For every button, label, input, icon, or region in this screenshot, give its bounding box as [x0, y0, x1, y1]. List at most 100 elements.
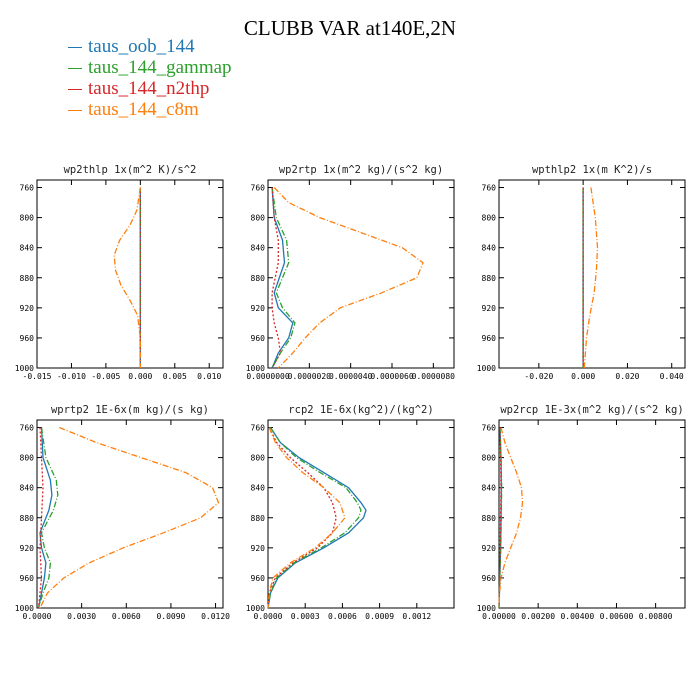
figure-title: CLUBB VAR at140E,2N	[243, 16, 457, 40]
chart-title: wpthlp2 1x(m K^2)/s	[532, 164, 652, 176]
x-tick-label: 0.0003	[291, 612, 320, 621]
y-tick-label: 920	[20, 544, 35, 553]
x-tick-label: 0.00000	[482, 612, 516, 621]
x-tick-label: 0.0120	[201, 612, 230, 621]
y-tick-label: 800	[20, 454, 35, 463]
series-line-taus_144_gammap	[267, 427, 362, 609]
series-line-taus_144_gammap	[271, 187, 296, 369]
y-tick-label: 800	[251, 454, 266, 463]
x-tick-label: 0.000	[128, 372, 152, 381]
chart-title: wp2thlp 1x(m^2 K)/s^2	[64, 164, 197, 176]
y-tick-label: 760	[20, 424, 35, 433]
chart-panel-1: wp2thlp 1x(m^2 K)/s^2 760 800 840 880 920 960 1…	[15, 164, 224, 381]
y-tick-label: 840	[20, 244, 35, 253]
y-tick-label: 960	[251, 334, 266, 343]
y-tick-label: 880	[251, 514, 266, 523]
x-tick-label: 0.0000040	[329, 372, 373, 381]
plot-frame	[498, 179, 686, 369]
series-line-taus_144_n2thp	[271, 187, 282, 369]
x-tick-label: -0.020	[524, 372, 553, 381]
x-tick-label: 0.0000	[23, 612, 52, 621]
x-tick-label: -0.010	[57, 372, 86, 381]
x-tick-label: 0.0060	[112, 612, 141, 621]
x-tick-label: 0.0030	[67, 612, 96, 621]
y-tick-label: 880	[251, 274, 266, 283]
series-line-taus_oob_144	[267, 427, 367, 609]
series-line-taus_144_n2thp	[267, 427, 337, 609]
y-tick-label: 1000	[246, 604, 265, 613]
chart-title: rcp2 1E-6x(kg^2)/(kg^2)	[288, 404, 433, 416]
legend: taus_oob_144 taus_144_gammap taus_144_n2…	[68, 36, 232, 120]
x-tick-label: 0.0000060	[370, 372, 414, 381]
y-tick-label: 840	[251, 484, 266, 493]
legend-swatch	[68, 89, 82, 91]
legend-label: taus_oob_144	[88, 36, 195, 57]
chart-title: wp2rtp 1x(m^2 kg)/(s^2 kg)	[279, 164, 443, 176]
legend-swatch	[68, 68, 82, 70]
y-tick-label: 760	[251, 424, 266, 433]
y-tick-label: 920	[20, 304, 35, 313]
legend-entry-2: taus_144_gammap	[68, 57, 232, 78]
y-tick-label: 960	[482, 574, 497, 583]
x-tick-label: 0.00200	[521, 612, 555, 621]
x-tick-label: 0.00600	[600, 612, 634, 621]
y-tick-label: 840	[20, 484, 35, 493]
legend-swatch	[68, 47, 82, 49]
y-tick-label: 840	[482, 484, 497, 493]
y-tick-label: 1000	[15, 364, 34, 373]
chart-title: wp2rcp 1E-3x(m^2 kg)/(s^2 kg)	[500, 404, 683, 416]
x-tick-label: 0.0090	[156, 612, 185, 621]
plot-frame	[36, 179, 224, 369]
y-tick-label: 760	[482, 184, 497, 193]
legend-entry-4: taus_144_c8m	[68, 99, 232, 120]
y-tick-label: 840	[251, 244, 266, 253]
y-tick-label: 760	[251, 184, 266, 193]
series-line-taus_144_c8m	[583, 187, 599, 369]
series-line-taus_oob_144	[271, 187, 294, 369]
x-tick-label: 0.010	[197, 372, 221, 381]
x-tick-label: -0.015	[23, 372, 52, 381]
legend-label: taus_144_n2thp	[88, 78, 210, 99]
y-tick-label: 800	[482, 214, 497, 223]
y-tick-label: 920	[482, 544, 497, 553]
y-tick-label: 1000	[477, 364, 496, 373]
chart-panel-4: wprtp2 1E-6x(m kg)/(s kg) 760 800 840 880 920…	[15, 404, 230, 621]
x-tick-label: 0.00400	[560, 612, 594, 621]
y-tick-label: 800	[20, 214, 35, 223]
y-tick-label: 960	[482, 334, 497, 343]
plot-frame	[267, 179, 455, 369]
chart-panel-6: wp2rcp 1E-3x(m^2 kg)/(s^2 kg)760 800 840 88…	[477, 404, 686, 621]
x-tick-label: 0.0009	[365, 612, 394, 621]
chart-panel-3: wpthlp2 1x(m K^2)/s 760 800 840 880 920 960 100…	[477, 164, 686, 381]
y-tick-label: 960	[251, 574, 266, 583]
y-tick-label: 880	[20, 514, 35, 523]
y-tick-label: 1000	[477, 604, 496, 613]
series-line-taus_oob_144	[37, 427, 53, 609]
y-tick-label: 1000	[246, 364, 265, 373]
y-tick-label: 920	[251, 304, 266, 313]
legend-entry-1: taus_oob_144	[68, 36, 232, 57]
series-line-taus_144_c8m	[39, 426, 220, 609]
x-tick-label: 0.020	[615, 372, 639, 381]
series-line-taus_144_c8m	[113, 187, 141, 368]
y-tick-label: 840	[482, 244, 497, 253]
chart-panel-2: wp2rtp 1x(m^2 kg)/(s^2 kg) 760 800 840 880 92…	[246, 164, 455, 381]
plot-frame	[36, 419, 224, 609]
y-tick-label: 760	[20, 184, 35, 193]
plot-frame	[267, 419, 455, 609]
chart-panel-5: rcp2 1E-6x(kg^2)/(kg^2) 760 800 840 880 920 96…	[246, 404, 455, 621]
chart-title: wprtp2 1E-6x(m kg)/(s kg)	[51, 404, 209, 416]
plot-frame	[498, 419, 686, 609]
x-tick-label: 0.0000080	[412, 372, 456, 381]
series-line-taus_144_gammap	[37, 427, 59, 609]
y-tick-label: 960	[20, 334, 35, 343]
y-tick-label: 880	[20, 274, 35, 283]
y-tick-label: 1000	[15, 604, 34, 613]
y-tick-label: 800	[251, 214, 266, 223]
legend-label: taus_144_gammap	[88, 57, 232, 78]
y-tick-label: 880	[482, 514, 497, 523]
x-tick-label: 0.0006	[328, 612, 357, 621]
series-line-taus_144_c8m	[498, 427, 524, 609]
